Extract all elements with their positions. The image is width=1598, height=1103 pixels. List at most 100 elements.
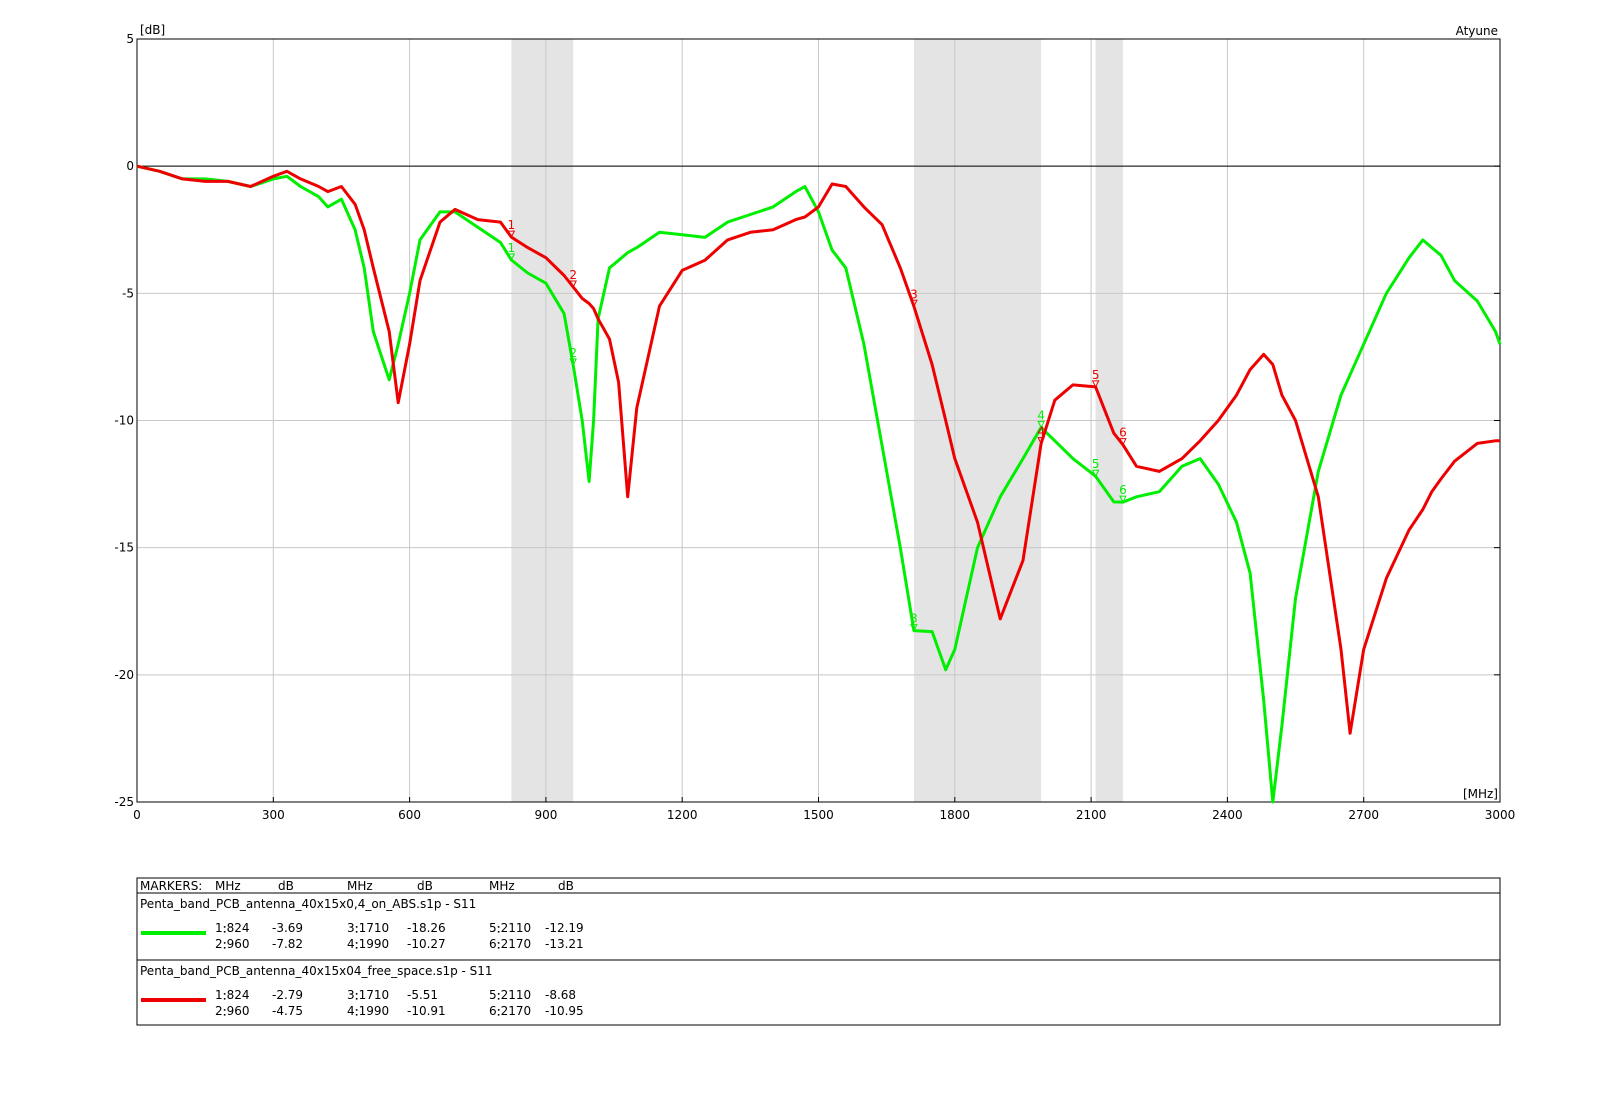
table-header: dB bbox=[278, 879, 294, 893]
separator-dot bbox=[223, 942, 226, 944]
marker-value: -3.69 bbox=[272, 921, 303, 935]
marker-label: 5 bbox=[1092, 457, 1100, 471]
marker-entry: 4 1990 bbox=[347, 937, 389, 951]
plot-frame bbox=[136, 38, 1501, 803]
x-tick-label: 2400 bbox=[1212, 808, 1243, 822]
marker-value: -13.21 bbox=[545, 937, 584, 951]
marker-frequency: 824 bbox=[227, 921, 250, 935]
separator-dot bbox=[223, 926, 226, 928]
marker-label: 4 bbox=[1037, 425, 1045, 439]
marker-frequency: 1990 bbox=[359, 937, 390, 951]
separator-dot bbox=[497, 931, 500, 933]
marker-entry: 6 2170 bbox=[489, 937, 531, 951]
x-tick-label: 2100 bbox=[1076, 808, 1107, 822]
x-tick-label: 0 bbox=[133, 808, 141, 822]
marker-value: -4.75 bbox=[272, 1004, 303, 1018]
marker bbox=[1037, 437, 1045, 445]
x-tick-label: 1800 bbox=[940, 808, 971, 822]
x-tick-label: 600 bbox=[398, 808, 421, 822]
marker bbox=[910, 299, 918, 308]
separator-dot bbox=[355, 993, 358, 995]
marker-value: -10.91 bbox=[407, 1004, 446, 1018]
marker bbox=[569, 358, 577, 367]
series-name: Penta_band_PCB_antenna_40x15x04_free_spa… bbox=[140, 964, 493, 978]
marker bbox=[1119, 495, 1127, 504]
marker-entry: 1824 bbox=[215, 921, 250, 935]
marker-frequency: 2170 bbox=[501, 1004, 532, 1018]
separator-dot bbox=[497, 1009, 500, 1011]
separator-dot bbox=[355, 926, 358, 928]
table-header: MHz bbox=[347, 879, 373, 893]
marker-label: 4 bbox=[1037, 408, 1045, 422]
series-line bbox=[136, 164, 1500, 735]
x-tick-label: 1500 bbox=[803, 808, 834, 822]
marker-entry: 2 960 bbox=[215, 1004, 250, 1018]
y-unit: [dB] bbox=[140, 23, 165, 37]
marker-frequency: 960 bbox=[227, 1004, 250, 1018]
y-tick-label: 5 bbox=[126, 32, 134, 46]
table-header: MHz bbox=[489, 879, 515, 893]
marker-value: -8.68 bbox=[545, 988, 576, 1002]
marker-label: 6 bbox=[1119, 426, 1127, 440]
marker-frequency: 2110 bbox=[501, 988, 532, 1002]
separator-dot bbox=[355, 1009, 358, 1011]
separator-dot bbox=[497, 993, 500, 995]
marker-id: 4 bbox=[347, 937, 355, 951]
x-tick-label: 300 bbox=[262, 808, 285, 822]
marker-label: 3 bbox=[910, 287, 918, 301]
table-title: MARKERS: bbox=[140, 879, 202, 893]
separator-dot bbox=[223, 1009, 226, 1011]
marker-id: 1 bbox=[215, 921, 223, 935]
marker-entry: 5 2110 bbox=[489, 988, 531, 1002]
marker bbox=[507, 253, 516, 262]
separator-dot bbox=[355, 1014, 358, 1016]
marker-entry: 3 1710 bbox=[347, 988, 389, 1002]
marker bbox=[1091, 380, 1100, 389]
marker-label: 6 bbox=[1119, 483, 1127, 497]
marker-value: -5.51 bbox=[407, 988, 438, 1002]
marker-id: 4 bbox=[347, 1004, 355, 1018]
marker-value: -10.95 bbox=[545, 1004, 584, 1018]
marker-frequency: 824 bbox=[227, 988, 250, 1002]
y-tick-label: -20 bbox=[114, 668, 134, 682]
series-line bbox=[136, 164, 1502, 804]
marker-frequency: 1710 bbox=[359, 988, 390, 1002]
separator-dot bbox=[497, 998, 500, 1000]
series-name: Penta_band_PCB_antenna_40x15x0,4_on_ABS.… bbox=[140, 897, 476, 911]
marker-value: -10.27 bbox=[407, 937, 446, 951]
marker-entry: 1824 bbox=[215, 988, 250, 1002]
marker-frequency: 2170 bbox=[501, 937, 532, 951]
x-tick-label: 2700 bbox=[1348, 808, 1379, 822]
marker bbox=[910, 624, 918, 632]
separator-dot bbox=[355, 942, 358, 944]
y-tick-label: -10 bbox=[114, 414, 134, 428]
marker bbox=[507, 230, 516, 239]
separator-dot bbox=[223, 1014, 226, 1016]
marker-frequency: 2110 bbox=[501, 921, 532, 935]
marker-entry: 4 1990 bbox=[347, 1004, 389, 1018]
separator-dot bbox=[497, 947, 500, 949]
marker-frequency: 1710 bbox=[359, 921, 390, 935]
separator-dot bbox=[223, 931, 226, 933]
marker bbox=[1091, 469, 1100, 478]
marker bbox=[1037, 420, 1045, 429]
marker-id: 6 bbox=[489, 1004, 497, 1018]
marker-id: 2 bbox=[215, 1004, 223, 1018]
marker-id: 5 bbox=[489, 921, 497, 935]
marker-value: -2.79 bbox=[272, 988, 303, 1002]
marker-id: 2 bbox=[215, 937, 223, 951]
marker-label: 1 bbox=[508, 241, 516, 255]
marker-entry: 3 1710 bbox=[347, 921, 389, 935]
marker-label: 3 bbox=[910, 612, 918, 626]
separator-dot bbox=[223, 947, 226, 949]
marker-table bbox=[136, 877, 1501, 1026]
separator-dot bbox=[223, 998, 226, 1000]
marker-label: 5 bbox=[1092, 368, 1100, 382]
y-tick-label: -5 bbox=[122, 286, 134, 300]
marker-frequency: 1990 bbox=[359, 1004, 390, 1018]
marker-id: 1 bbox=[215, 988, 223, 1002]
marker-label: 2 bbox=[569, 346, 577, 360]
separator-dot bbox=[355, 947, 358, 949]
y-tick-label: -15 bbox=[114, 541, 134, 555]
